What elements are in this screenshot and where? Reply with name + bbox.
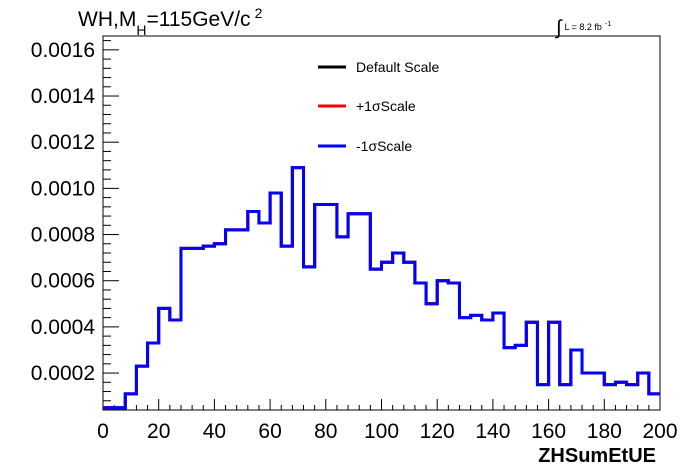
legend-label-plus1sigma: +1σScale: [356, 98, 416, 114]
legend-label-default: Default Scale: [356, 59, 439, 75]
lumi-text: L = 8.2 fb: [564, 22, 601, 32]
title-main: WH,M: [78, 8, 136, 31]
legend: Default Scale +1σScale -1σScale: [318, 59, 439, 154]
x-tick-label: 200: [642, 420, 677, 443]
y-tick-label: 0.0014: [31, 85, 96, 108]
title-subscript: H: [136, 22, 146, 38]
x-tick-label: 140: [475, 420, 510, 443]
series-line-plus1sigma: [103, 166, 660, 410]
y-tick-label: 0.0016: [31, 39, 95, 62]
y-tick-label: 0.0004: [31, 316, 96, 339]
x-tick-label: 20: [147, 420, 170, 443]
title-superscript: 2: [255, 5, 263, 21]
series-line-default: [103, 166, 660, 410]
y-tick-label: 0.0006: [31, 270, 95, 293]
x-tick-label: 40: [203, 420, 226, 443]
x-tick-label: 60: [258, 420, 281, 443]
x-tick-label: 180: [587, 420, 622, 443]
lumi-label: ∫ L = 8.2 fb -1: [555, 17, 611, 39]
chart-title: WH,MH=115GeV/c 2: [78, 5, 263, 38]
integral-sign: ∫: [555, 17, 563, 39]
axes: 0 20 40 60 80 100 120 140 160 180 200 0.0002 0.0004 0…: [31, 39, 678, 443]
x-tick-label: 100: [364, 420, 399, 443]
y-tick-label: 0.0012: [31, 131, 95, 154]
legend-label-minus1sigma: -1σScale: [356, 138, 412, 154]
series-lines: [103, 166, 660, 410]
plot-frame: [102, 35, 661, 411]
x-tick-label: 0: [97, 420, 109, 443]
y-tick-label: 0.0010: [31, 177, 95, 200]
x-tick-label: 80: [314, 420, 337, 443]
x-tick-label: 160: [531, 420, 566, 443]
title-rest: =115GeV/c: [146, 8, 250, 31]
series-line-minus1sigma: [103, 166, 660, 410]
x-axis-label: ZHSumEtUE: [538, 445, 656, 467]
y-tick-label: 0.0002: [31, 362, 95, 385]
x-tick-label: 120: [420, 420, 455, 443]
lumi-superscript: -1: [605, 21, 611, 28]
y-tick-label: 0.0008: [31, 224, 95, 247]
